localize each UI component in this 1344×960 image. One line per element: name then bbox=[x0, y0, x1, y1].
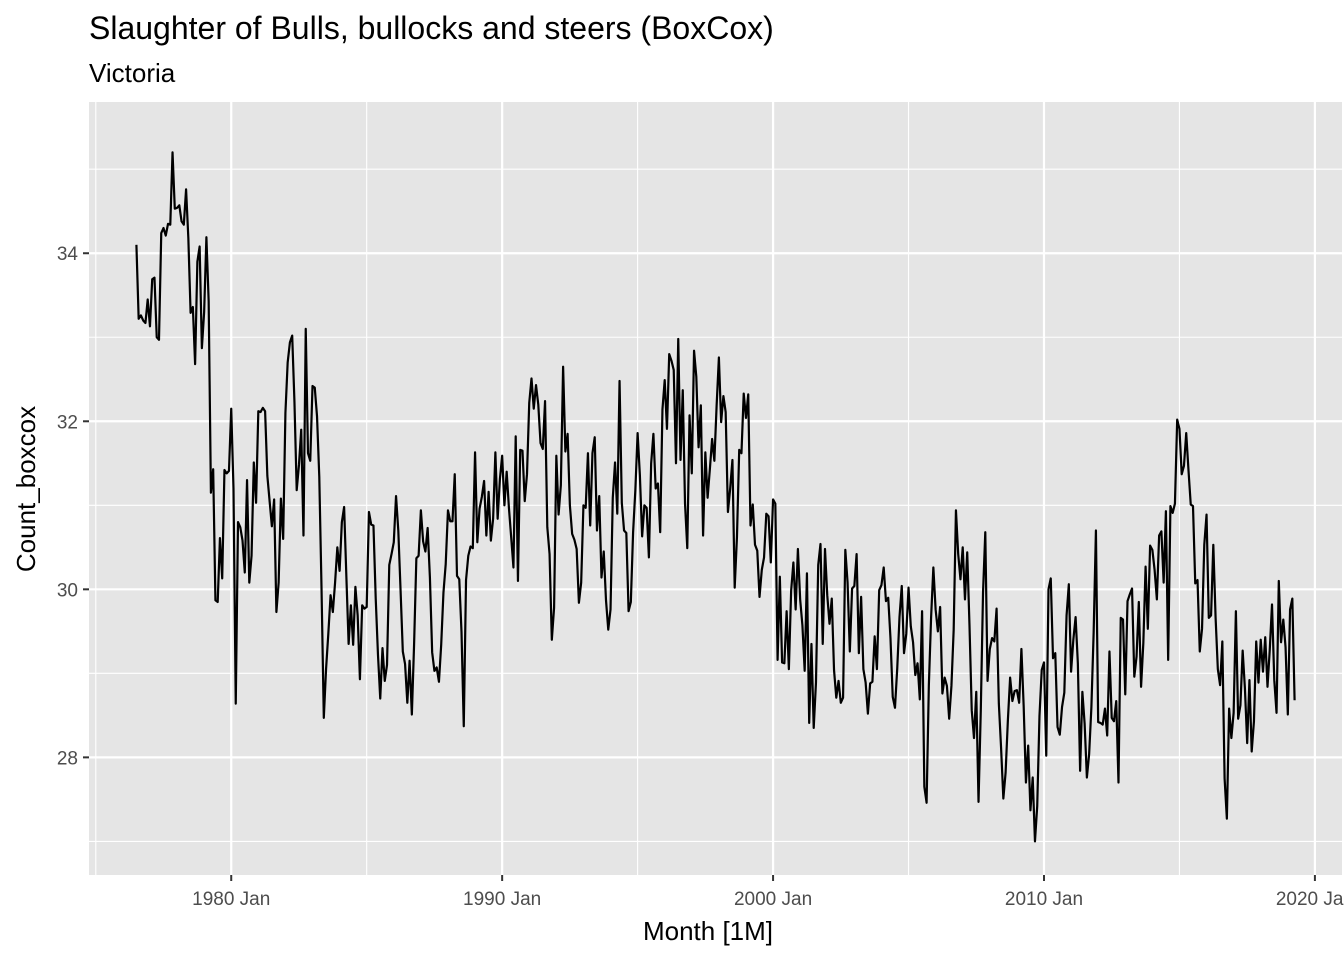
y-tick-label: 30 bbox=[57, 580, 78, 601]
plot-panel bbox=[89, 102, 1342, 875]
y-tick-label: 32 bbox=[57, 412, 78, 433]
y-tick-label: 28 bbox=[57, 748, 78, 769]
x-axis-title: Month [1M] bbox=[643, 916, 773, 946]
y-tick-label: 34 bbox=[57, 244, 79, 265]
y-axis: 28 30 32 34 bbox=[57, 244, 89, 769]
series-line bbox=[135, 151, 1296, 843]
y-axis-title: Count_boxcox bbox=[11, 406, 41, 572]
chart-title: Slaughter of Bulls, bullocks and steers … bbox=[89, 10, 774, 46]
x-tick-label: 1990 Jan bbox=[463, 889, 541, 910]
x-tick-label: 2010 Jan bbox=[1005, 889, 1083, 910]
x-axis: 1980 Jan 1990 Jan 2000 Jan 2010 Jan 2020 Jan bbox=[192, 875, 1344, 910]
x-tick-label: 2000 Jan bbox=[734, 889, 812, 910]
x-tick-label: 2020 Jan bbox=[1276, 889, 1344, 910]
chart-subtitle: Victoria bbox=[89, 58, 176, 88]
x-tick-label: 1980 Jan bbox=[192, 889, 270, 910]
series-layer bbox=[135, 151, 1296, 843]
major-gridlines bbox=[89, 102, 1342, 875]
